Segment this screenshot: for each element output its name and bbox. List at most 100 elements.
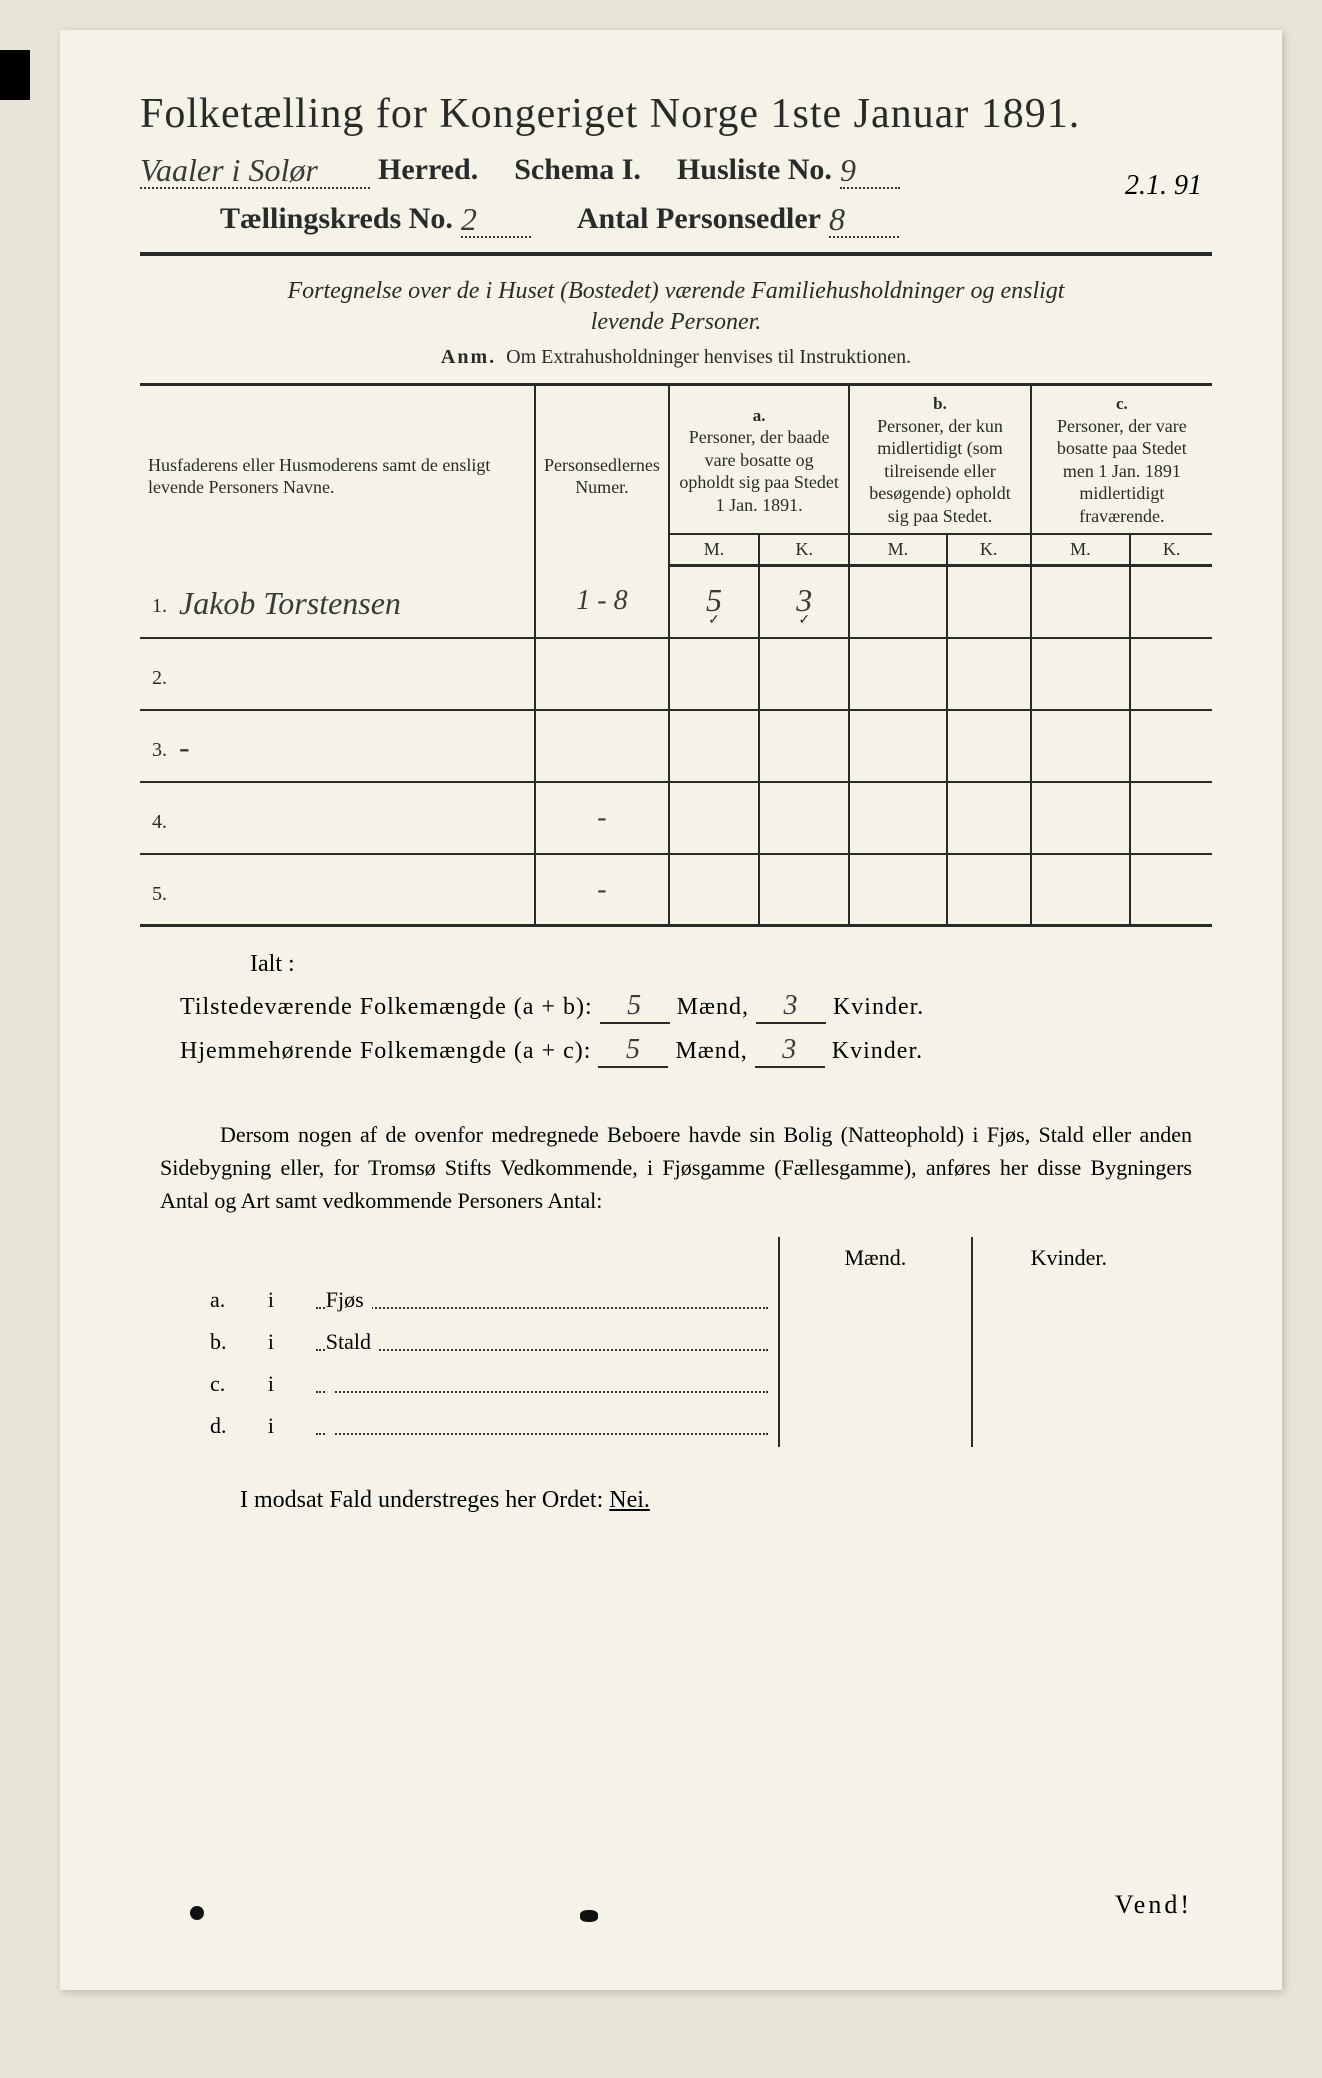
mk-header: M. xyxy=(849,534,946,566)
instruction-paragraph: Dersom nogen af de ovenfor medregnede Be… xyxy=(160,1118,1192,1217)
mk-header: M. xyxy=(669,534,759,566)
mk-header: K. xyxy=(759,534,849,566)
summary-m-value: 5 xyxy=(627,990,642,1021)
a-k-cell xyxy=(759,638,849,710)
c-k-cell xyxy=(1130,854,1212,926)
kreds-label: Tællingskreds No. xyxy=(220,202,453,236)
anm-label: Anm. xyxy=(441,346,496,368)
divider xyxy=(140,252,1212,256)
name-cell: 2. xyxy=(140,638,535,710)
col-header-name: Husfaderens eller Husmoderens samt de en… xyxy=(140,386,535,566)
name-cell: 5. xyxy=(140,854,535,926)
a-k-cell xyxy=(759,854,849,926)
anm-text: Om Extrahusholdninger henvises til Instr… xyxy=(506,346,911,368)
a-k-cell xyxy=(759,710,849,782)
summary-m-value: 5 xyxy=(626,1034,641,1065)
table-row: 4.- xyxy=(140,782,1212,854)
lower-label xyxy=(316,1405,779,1447)
lower-kvinder-header: Kvinder. xyxy=(972,1237,1165,1279)
c-k-cell xyxy=(1130,710,1212,782)
kvinder-label: Kvinder. xyxy=(832,1038,923,1064)
scan-edge-bar xyxy=(0,50,30,100)
lower-row: b.iStald xyxy=(200,1321,1165,1363)
b-k-cell xyxy=(947,782,1031,854)
summary-label: Tilstedeværende Folkemængde (a + b): xyxy=(180,994,593,1020)
c-k-cell xyxy=(1130,638,1212,710)
a-m-cell xyxy=(669,854,759,926)
summary-line-1: Tilstedeværende Folkemængde (a + b): 5 M… xyxy=(180,990,1212,1024)
page-title: Folketælling for Kongeriget Norge 1ste J… xyxy=(140,90,1212,138)
col-a-text: Personer, der baade vare bosatte og opho… xyxy=(679,427,838,515)
a-m-cell xyxy=(669,638,759,710)
summary-k-value: 3 xyxy=(782,1034,797,1065)
c-k-cell xyxy=(1130,782,1212,854)
a-m-cell xyxy=(669,710,759,782)
b-m-cell xyxy=(849,566,946,638)
lower-row: a.iFjøs xyxy=(200,1279,1165,1321)
schema-label: Schema I. xyxy=(514,153,641,187)
lower-key: d. xyxy=(200,1405,258,1447)
lower-i: i xyxy=(258,1363,316,1405)
lower-maend-cell xyxy=(779,1279,972,1321)
mk-header: K. xyxy=(947,534,1031,566)
col-b-text: Personer, der kun midlertidigt (som tilr… xyxy=(869,416,1010,526)
husliste-label: Husliste No. xyxy=(677,153,832,187)
husliste-value: 9 xyxy=(840,152,856,188)
c-m-cell xyxy=(1031,566,1131,638)
anm-note: Anm. Om Extrahusholdninger henvises til … xyxy=(140,346,1212,369)
b-k-cell xyxy=(947,638,1031,710)
ink-blot xyxy=(190,1906,204,1920)
lower-label: Stald xyxy=(316,1321,779,1363)
b-k-cell xyxy=(947,710,1031,782)
summary-k-value: 3 xyxy=(783,990,798,1021)
personsedler-value: 8 xyxy=(829,201,845,237)
col-b-label: b. xyxy=(933,394,947,413)
table-row: 1.Jakob Torstensen1 - 85✓3✓ xyxy=(140,566,1212,638)
vend-label: Vend! xyxy=(1115,1890,1192,1920)
a-k-cell xyxy=(759,782,849,854)
lower-row: d.i xyxy=(200,1405,1165,1447)
lower-label: Fjøs xyxy=(316,1279,779,1321)
a-m-cell xyxy=(669,782,759,854)
lower-label xyxy=(316,1363,779,1405)
col-header-a: a. Personer, der baade vare bosatte og o… xyxy=(669,386,849,534)
subtitle-line1: Fortegnelse over de i Huset (Bostedet) v… xyxy=(288,278,1065,304)
lower-maend-cell xyxy=(779,1363,972,1405)
num-cell xyxy=(535,638,669,710)
table-row: 2. xyxy=(140,638,1212,710)
c-m-cell xyxy=(1031,854,1131,926)
herred-label: Herred. xyxy=(378,153,478,187)
b-k-cell xyxy=(947,854,1031,926)
c-m-cell xyxy=(1031,638,1131,710)
lower-i: i xyxy=(258,1405,316,1447)
c-m-cell xyxy=(1031,710,1131,782)
lower-key: c. xyxy=(200,1363,258,1405)
lower-i: i xyxy=(258,1321,316,1363)
lower-maend-header: Mænd. xyxy=(779,1237,972,1279)
lower-i: i xyxy=(258,1279,316,1321)
lower-maend-cell xyxy=(779,1405,972,1447)
num-cell: 1 - 8 xyxy=(535,566,669,638)
summary-line-2: Hjemmehørende Folkemængde (a + c): 5 Mæn… xyxy=(180,1034,1212,1068)
col-c-text: Personer, der vare bosatte paa Stedet me… xyxy=(1057,416,1187,526)
col-header-b: b. Personer, der kun midlertidigt (som t… xyxy=(849,386,1030,534)
c-k-cell xyxy=(1130,566,1212,638)
subtitle-line2: levende Personer. xyxy=(591,309,762,335)
lower-table: Mænd. Kvinder. a.iFjøsb.iStaldc.id.i xyxy=(200,1237,1165,1447)
num-cell: - xyxy=(535,782,669,854)
lower-key: a. xyxy=(200,1279,258,1321)
b-m-cell xyxy=(849,638,946,710)
lower-kvinder-cell xyxy=(972,1363,1165,1405)
col-header-num: Personsedlernes Numer. xyxy=(535,386,669,566)
header-row-kreds: Tællingskreds No. 2 Antal Personsedler 8 xyxy=(220,199,1212,238)
name-cell: 1.Jakob Torstensen xyxy=(140,566,535,638)
b-k-cell xyxy=(947,566,1031,638)
name-cell: 4. xyxy=(140,782,535,854)
num-cell xyxy=(535,710,669,782)
herred-value: Vaaler i Solør xyxy=(140,152,318,188)
table-row: 3.- xyxy=(140,710,1212,782)
c-m-cell xyxy=(1031,782,1131,854)
modsat-line: I modsat Fald understreges her Ordet: Ne… xyxy=(240,1487,1212,1514)
lower-maend-cell xyxy=(779,1321,972,1363)
kreds-value: 2 xyxy=(461,201,477,237)
